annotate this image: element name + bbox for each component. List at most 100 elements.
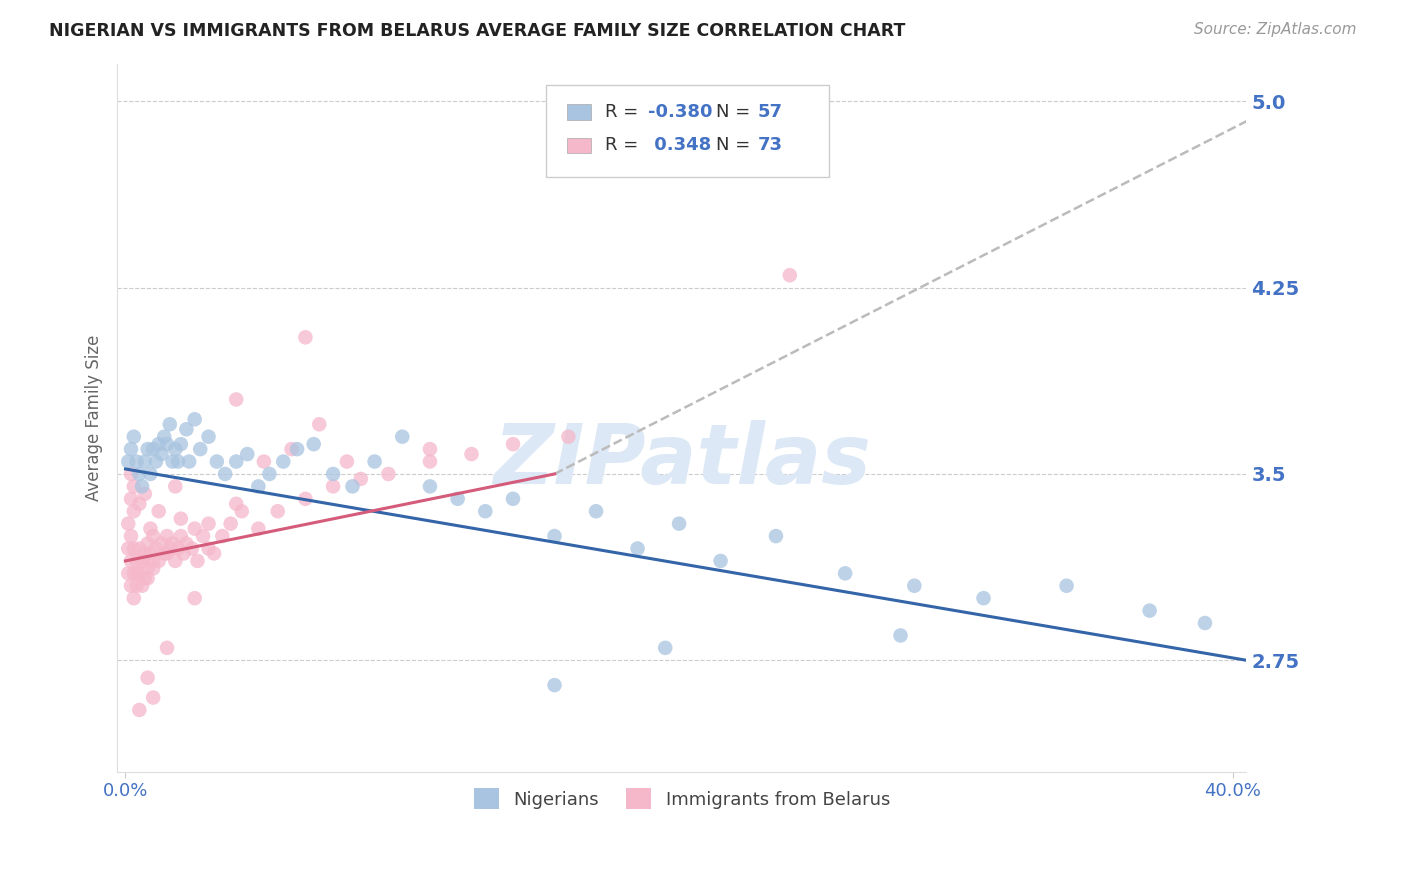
Point: [197, 516, 219, 531]
Text: 0.348: 0.348: [648, 136, 711, 154]
Point: [136, 442, 159, 456]
Point: [131, 554, 153, 568]
Point: [474, 504, 496, 518]
Point: [1056, 579, 1078, 593]
Point: [128, 541, 150, 556]
Point: [162, 536, 184, 550]
Point: [167, 541, 190, 556]
Point: [142, 561, 165, 575]
Point: [259, 467, 281, 481]
Point: [225, 392, 247, 407]
Point: [543, 678, 565, 692]
Text: R =: R =: [605, 103, 644, 121]
Point: [134, 454, 156, 468]
Point: [136, 561, 159, 575]
Point: [120, 579, 142, 593]
Point: [834, 566, 856, 581]
Point: [294, 330, 316, 344]
Point: [131, 554, 153, 568]
Point: [139, 522, 162, 536]
Point: [156, 437, 179, 451]
Point: [247, 522, 270, 536]
Point: [197, 430, 219, 444]
Text: NIGERIAN VS IMMIGRANTS FROM BELARUS AVERAGE FAMILY SIZE CORRELATION CHART: NIGERIAN VS IMMIGRANTS FROM BELARUS AVER…: [49, 22, 905, 40]
Point: [377, 467, 399, 481]
Point: [122, 566, 145, 581]
Point: [191, 529, 214, 543]
Point: [176, 536, 198, 550]
Point: [419, 454, 441, 468]
Point: [419, 442, 441, 456]
Point: [183, 522, 205, 536]
Point: [342, 479, 364, 493]
Point: [308, 417, 330, 432]
Point: [117, 566, 139, 581]
FancyBboxPatch shape: [567, 137, 592, 153]
Point: [668, 516, 690, 531]
Point: [153, 546, 176, 560]
Point: [165, 479, 187, 493]
Point: [159, 417, 181, 432]
Point: [131, 479, 153, 493]
Point: [120, 442, 142, 456]
Point: [502, 437, 524, 451]
Text: N =: N =: [716, 136, 755, 154]
Point: [267, 504, 290, 518]
Point: [167, 454, 190, 468]
Point: [139, 467, 162, 481]
Point: [214, 467, 236, 481]
Point: [179, 454, 201, 468]
Point: [654, 640, 676, 655]
Point: [236, 447, 259, 461]
Point: [159, 541, 181, 556]
Point: [626, 541, 648, 556]
Point: [156, 546, 179, 560]
Point: [134, 487, 156, 501]
Point: [181, 541, 204, 556]
Point: [148, 437, 170, 451]
Point: [131, 579, 153, 593]
Point: [460, 447, 482, 461]
Point: [710, 554, 733, 568]
Text: R =: R =: [605, 136, 644, 154]
Point: [122, 541, 145, 556]
Point: [120, 467, 142, 481]
Point: [125, 566, 148, 581]
Point: [125, 554, 148, 568]
Point: [186, 554, 208, 568]
Point: [585, 504, 607, 518]
Point: [1194, 615, 1216, 630]
Point: [903, 579, 925, 593]
Point: [122, 504, 145, 518]
Point: [253, 454, 276, 468]
Point: [122, 430, 145, 444]
Point: [765, 529, 787, 543]
Point: [889, 628, 911, 642]
Point: [120, 529, 142, 543]
Point: [128, 467, 150, 481]
Text: Source: ZipAtlas.com: Source: ZipAtlas.com: [1194, 22, 1357, 37]
Point: [120, 554, 142, 568]
Point: [156, 640, 179, 655]
Point: [1139, 604, 1161, 618]
Point: [162, 454, 184, 468]
Point: [225, 497, 247, 511]
Point: [117, 516, 139, 531]
Point: [419, 479, 441, 493]
Point: [363, 454, 385, 468]
Point: [231, 504, 253, 518]
Point: [170, 529, 193, 543]
Point: [148, 504, 170, 518]
Point: [165, 554, 187, 568]
Point: [973, 591, 995, 606]
Point: [285, 442, 308, 456]
Point: [142, 554, 165, 568]
Point: [183, 591, 205, 606]
Legend: Nigerians, Immigrants from Belarus: Nigerians, Immigrants from Belarus: [467, 780, 897, 816]
Point: [302, 437, 325, 451]
Point: [173, 546, 195, 560]
Point: [202, 546, 225, 560]
Point: [134, 571, 156, 585]
Point: [145, 454, 167, 468]
Text: 73: 73: [758, 136, 783, 154]
